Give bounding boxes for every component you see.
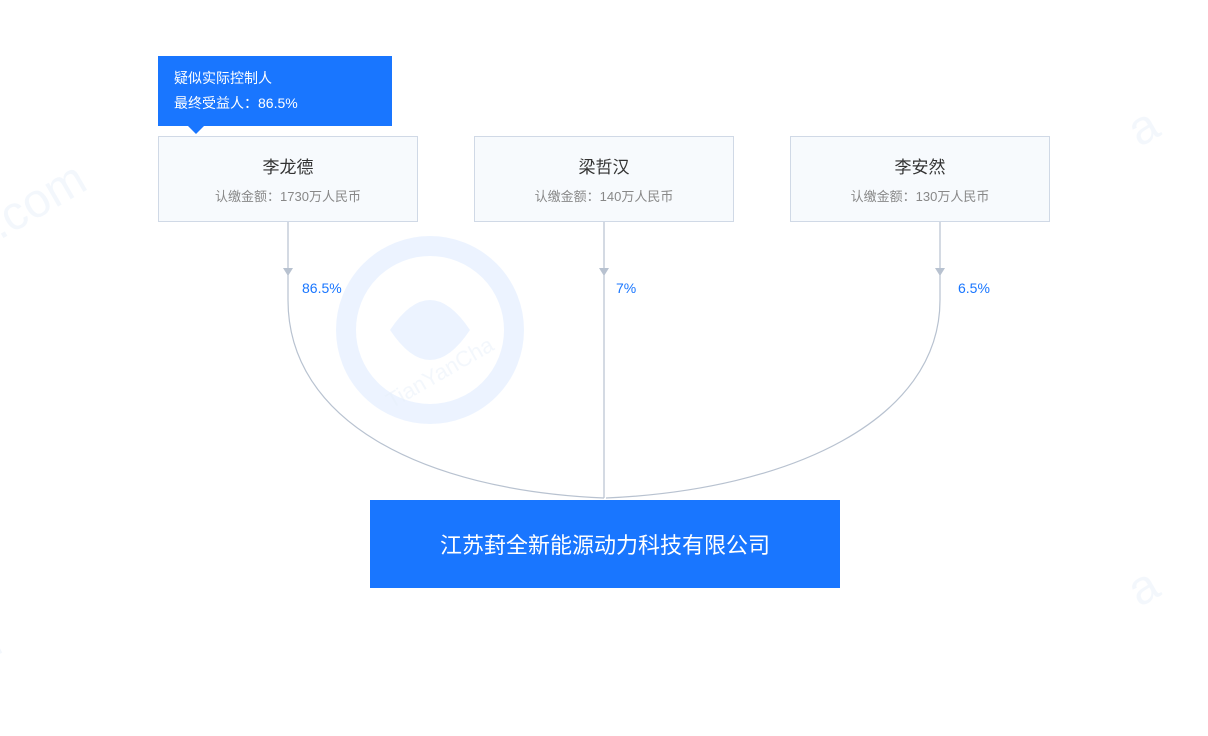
edge-sh1 (288, 220, 604, 498)
edge-percent-1: 86.5% (302, 280, 342, 296)
company-node[interactable]: 江苏葑全新能源动力科技有限公司 (370, 500, 840, 588)
shareholder-amount: 认缴金额：130万人民币 (811, 186, 1029, 205)
shareholder-node-3[interactable]: 李安然 认缴金额：130万人民币 (790, 136, 1050, 222)
watermark-text: TianYanCha (382, 332, 499, 414)
ownership-diagram: a.com TianYanCha m a a 疑似实际控制人 最终受益人：86.… (0, 0, 1208, 736)
watermark-text: a (1118, 557, 1169, 618)
controller-tooltip: 疑似实际控制人 最终受益人：86.5% (158, 56, 392, 126)
tooltip-line1: 疑似实际控制人 (174, 66, 376, 91)
watermark-logo-icon (330, 230, 530, 430)
shareholder-amount: 认缴金额：1730万人民币 (179, 186, 397, 205)
tooltip-line2: 最终受益人：86.5% (174, 91, 376, 116)
shareholder-amount: 认缴金额：140万人民币 (495, 186, 713, 205)
watermark-text: a (1118, 97, 1169, 158)
edge-sh3 (606, 220, 940, 498)
company-name: 江苏葑全新能源动力科技有限公司 (440, 533, 770, 558)
edge-percent-2: 7% (616, 280, 636, 296)
shareholder-node-2[interactable]: 梁哲汉 认缴金额：140万人民币 (474, 136, 734, 222)
shareholder-name: 李龙德 (179, 153, 397, 178)
watermark-text: a.com (0, 151, 96, 264)
shareholder-name: 梁哲汉 (495, 153, 713, 178)
watermark-text: m (0, 614, 11, 682)
edge-percent-3: 6.5% (958, 280, 990, 296)
shareholder-name: 李安然 (811, 153, 1029, 178)
shareholder-node-1[interactable]: 李龙德 认缴金额：1730万人民币 (158, 136, 418, 222)
